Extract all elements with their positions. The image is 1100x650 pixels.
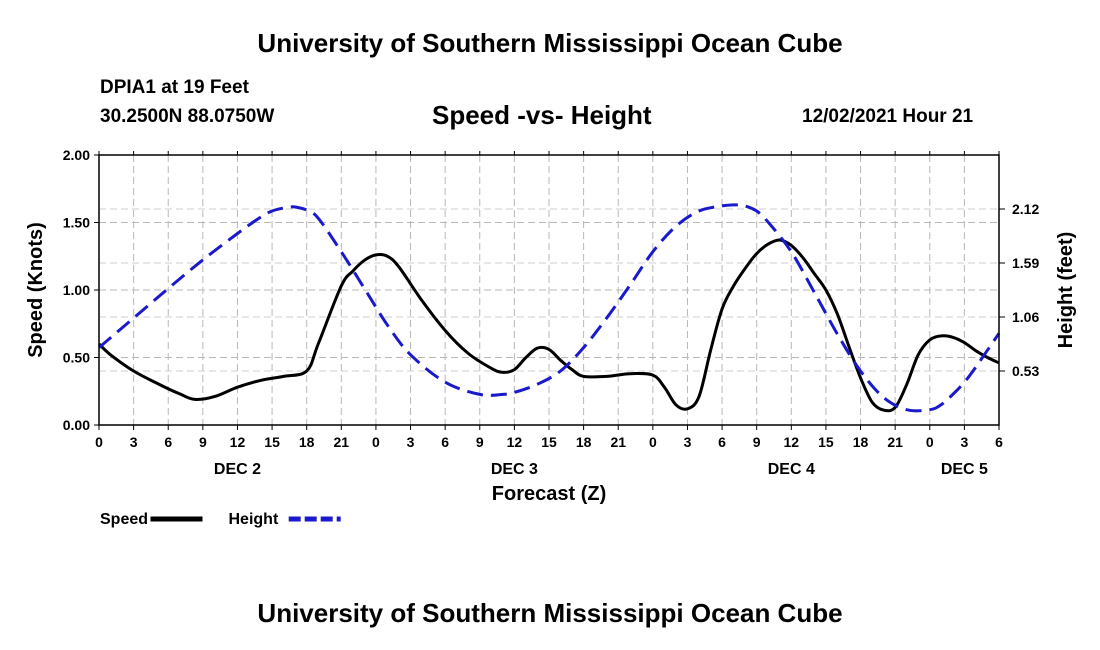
y-tick-label-left: 2.00 [63, 147, 90, 163]
x-tick-label: 9 [753, 434, 761, 450]
x-tick-label: 6 [164, 434, 172, 450]
y-tick-label-right: 2.12 [1012, 201, 1039, 217]
series-line-speed [97, 238, 1000, 413]
x-tick-label: 12 [230, 434, 246, 450]
legend-label-speed: Speed [100, 511, 148, 528]
grid [99, 155, 999, 425]
station-label: DPIA1 at 19 Feet [100, 77, 249, 98]
x-tick-label: 12 [784, 434, 800, 450]
y-axis-left-label: Speed (Knots) [25, 222, 47, 358]
x-tick-label: 0 [649, 434, 657, 450]
legend-label-height: Height [229, 511, 279, 528]
x-tick-label: 18 [853, 434, 869, 450]
x-tick-label: 21 [887, 434, 903, 450]
y-tick-label-left: 0.50 [63, 350, 90, 366]
day-label: DEC 3 [491, 461, 538, 478]
x-axis-label: Forecast (Z) [492, 483, 606, 505]
series-line-height [98, 203, 1001, 413]
x-tick-label: 6 [718, 434, 726, 450]
footer-title: University of Southern Mississippi Ocean… [257, 598, 843, 628]
legend: Speed Height [100, 511, 341, 528]
day-label: DEC 5 [941, 461, 988, 478]
y-tick-label-right: 1.59 [1012, 255, 1039, 271]
x-tick-label: 6 [441, 434, 449, 450]
x-tick-label: 12 [507, 434, 523, 450]
y-tick-label-right: 0.53 [1012, 363, 1039, 379]
y-tick-label-left: 1.00 [63, 282, 90, 298]
chart-subtitle: Speed -vs- Height [432, 100, 652, 130]
x-tick-label: 18 [299, 434, 315, 450]
y-tick-label-left: 0.00 [63, 417, 90, 433]
x-tick-label: 3 [130, 434, 138, 450]
x-tick-label: 9 [476, 434, 484, 450]
x-tick-label: 15 [541, 434, 557, 450]
x-tick-label: 3 [960, 434, 968, 450]
x-tick-label: 0 [95, 434, 103, 450]
x-tick-label: 0 [926, 434, 934, 450]
forecast-datetime: 12/02/2021 Hour 21 [802, 106, 974, 127]
x-tick-label: 3 [684, 434, 692, 450]
x-tick-label: 3 [407, 434, 415, 450]
x-tick-label: 18 [576, 434, 592, 450]
y-tick-label-left: 1.50 [63, 215, 90, 231]
coordinates-label: 30.2500N 88.0750W [100, 106, 275, 127]
x-tick-label: 15 [264, 434, 280, 450]
x-tick-label: 21 [334, 434, 350, 450]
x-tick-label: 21 [610, 434, 626, 450]
y-axis-right-label: Height (feet) [1055, 232, 1077, 349]
x-tick-label: 6 [995, 434, 1003, 450]
x-tick-label: 9 [199, 434, 207, 450]
x-tick-label: 0 [372, 434, 380, 450]
day-label: DEC 2 [214, 461, 261, 478]
series-group [97, 203, 1001, 413]
main-title: University of Southern Mississippi Ocean… [257, 28, 843, 58]
y-tick-label-right: 1.06 [1012, 309, 1039, 325]
ticks: 0 3 6 9 12 15 18 21 0 3 6 9 12 15 18 21 0 3 6 9 12 15 18 21 0 3 6 0… [63, 147, 1040, 478]
day-label: DEC 4 [768, 461, 815, 478]
x-tick-label: 15 [818, 434, 834, 450]
